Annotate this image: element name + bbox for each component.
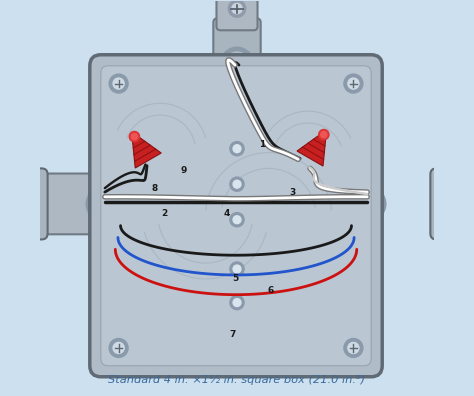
Circle shape <box>356 191 381 217</box>
FancyBboxPatch shape <box>27 173 94 234</box>
Circle shape <box>109 74 128 93</box>
FancyBboxPatch shape <box>6 168 47 240</box>
Circle shape <box>16 195 33 213</box>
Circle shape <box>233 145 241 152</box>
Circle shape <box>348 343 359 354</box>
Circle shape <box>19 199 30 209</box>
Circle shape <box>319 129 329 140</box>
Circle shape <box>344 339 363 358</box>
Circle shape <box>225 52 249 76</box>
Circle shape <box>95 195 113 213</box>
Text: 3: 3 <box>289 188 295 196</box>
Circle shape <box>348 78 359 89</box>
Circle shape <box>233 216 241 224</box>
Circle shape <box>448 199 458 209</box>
Circle shape <box>233 299 241 307</box>
Circle shape <box>230 177 244 191</box>
Circle shape <box>445 195 462 213</box>
Text: 6: 6 <box>267 286 273 295</box>
Circle shape <box>113 78 124 89</box>
FancyBboxPatch shape <box>430 168 472 240</box>
Circle shape <box>91 191 117 217</box>
Polygon shape <box>133 137 161 168</box>
Circle shape <box>233 180 241 188</box>
Circle shape <box>129 131 139 142</box>
Circle shape <box>228 0 246 17</box>
FancyBboxPatch shape <box>101 66 371 366</box>
Circle shape <box>359 195 377 213</box>
Text: 1: 1 <box>260 140 266 149</box>
FancyBboxPatch shape <box>213 19 261 62</box>
Circle shape <box>230 295 244 310</box>
Circle shape <box>230 262 244 276</box>
Circle shape <box>229 56 245 72</box>
Text: 5: 5 <box>232 274 238 284</box>
Text: 2: 2 <box>161 209 167 218</box>
Circle shape <box>220 47 254 80</box>
FancyBboxPatch shape <box>311 173 378 234</box>
Text: 4: 4 <box>224 209 230 218</box>
Circle shape <box>350 186 386 222</box>
FancyBboxPatch shape <box>90 55 382 377</box>
Circle shape <box>131 133 137 140</box>
Polygon shape <box>297 135 326 166</box>
FancyBboxPatch shape <box>217 0 257 30</box>
Circle shape <box>86 186 122 222</box>
Circle shape <box>230 142 244 156</box>
FancyBboxPatch shape <box>28 0 446 396</box>
Text: 7: 7 <box>230 329 236 339</box>
Circle shape <box>232 4 242 14</box>
Circle shape <box>344 74 363 93</box>
Text: 9: 9 <box>181 166 187 175</box>
Circle shape <box>233 265 241 273</box>
Text: 8: 8 <box>151 184 157 192</box>
Text: Standard 4 in. ×1½ in. square box (21.0 in.³): Standard 4 in. ×1½ in. square box (21.0 … <box>109 375 365 385</box>
Circle shape <box>109 339 128 358</box>
Circle shape <box>230 213 244 227</box>
Circle shape <box>113 343 124 354</box>
Circle shape <box>320 131 327 138</box>
